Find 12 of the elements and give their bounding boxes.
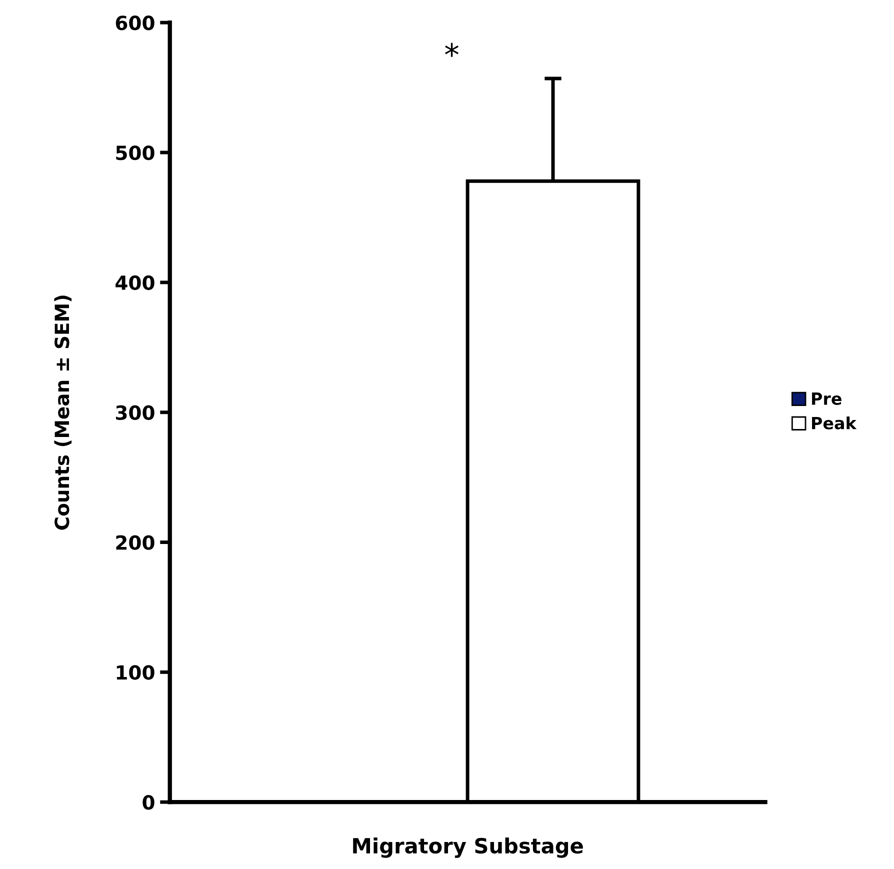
- y-tick-label: 600: [116, 16, 154, 30]
- y-tick-label: 200: [116, 535, 154, 550]
- y-tick-label: 300: [116, 405, 154, 420]
- y-tick-label: 100: [116, 665, 154, 680]
- y-axis-title: Counts (Mean ± SEM): [54, 296, 72, 530]
- y-tick-label: 0: [142, 795, 154, 810]
- legend-label: Pre: [812, 392, 842, 405]
- y-tick-label: 400: [116, 275, 154, 290]
- y-tick-label: 500: [116, 145, 154, 160]
- annotation: *: [445, 42, 459, 57]
- x-axis-title: Migratory Substage: [353, 838, 583, 858]
- legend-label: Peak: [812, 416, 857, 430]
